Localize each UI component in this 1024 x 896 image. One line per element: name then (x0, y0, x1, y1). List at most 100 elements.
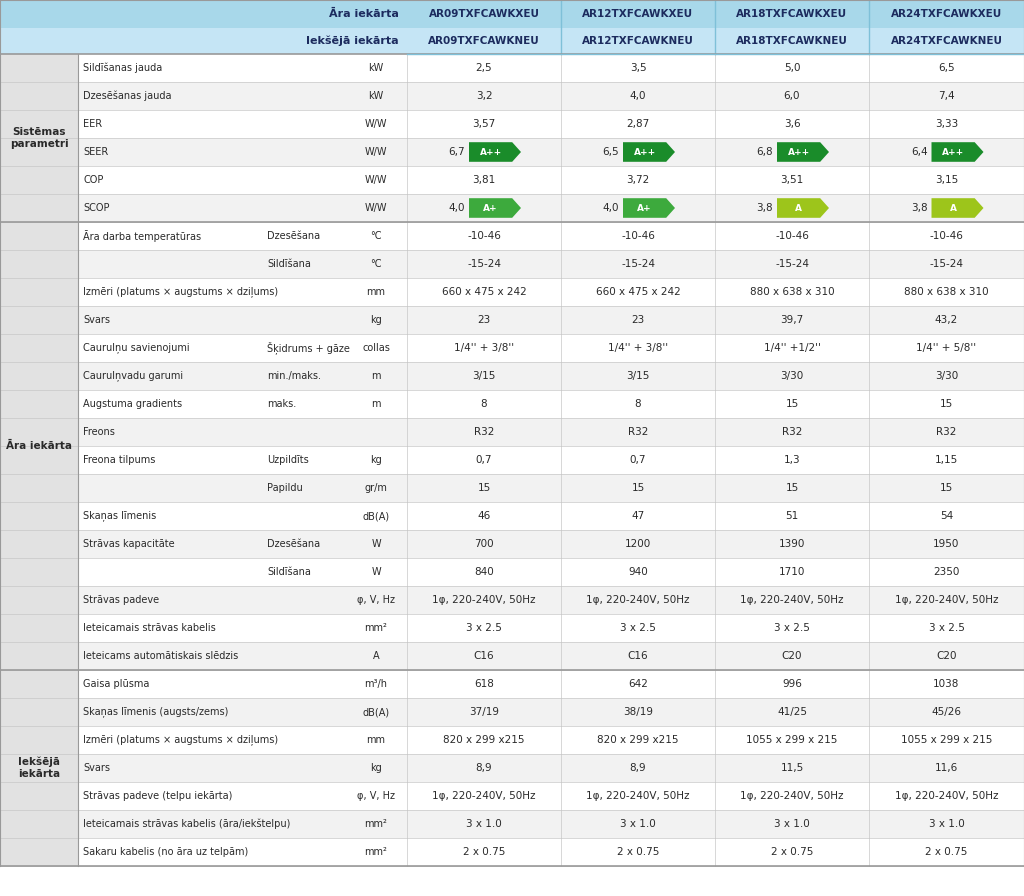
Text: Caurulņu savienojumi: Caurulņu savienojumi (83, 342, 189, 353)
Bar (0, 754, 78, 782)
Bar (78, 390, 1024, 418)
Text: 3 x 1.0: 3 x 1.0 (621, 819, 656, 829)
Text: Ieteicamais strāvas kabelis (āra/iekštelpu): Ieteicamais strāvas kabelis (āra/iekštel… (83, 819, 291, 830)
Text: Izmēri (platums × augstums × dziļums): Izmēri (platums × augstums × dziļums) (83, 287, 279, 297)
Text: 1φ, 220-240V, 50Hz: 1φ, 220-240V, 50Hz (740, 595, 844, 605)
Text: A+: A+ (483, 203, 498, 212)
Text: Izmēri (platums × augstums × dziļums): Izmēri (platums × augstums × dziļums) (83, 735, 279, 745)
Text: 2,5: 2,5 (476, 63, 493, 73)
Text: 2 x 0.75: 2 x 0.75 (771, 847, 813, 857)
Text: 1/4'' + 3/8'': 1/4'' + 3/8'' (454, 343, 514, 353)
Text: 642: 642 (628, 679, 648, 689)
Text: 660 x 475 x 242: 660 x 475 x 242 (441, 287, 526, 297)
Text: Caurulņvadu garumi: Caurulņvadu garumi (83, 371, 183, 382)
Text: maks.: maks. (267, 399, 296, 409)
Text: 38/19: 38/19 (623, 707, 653, 717)
Bar (78, 82, 1024, 110)
Bar (78, 166, 1024, 194)
Text: C16: C16 (474, 651, 495, 661)
Text: Svars: Svars (83, 315, 110, 325)
Bar (78, 782, 1024, 810)
Bar (0, 390, 78, 418)
Text: 1/4'' +1/2'': 1/4'' +1/2'' (764, 343, 820, 353)
Text: φ, V, Hz: φ, V, Hz (357, 791, 395, 801)
Bar (0, 138, 78, 166)
Text: Sildīšana: Sildīšana (267, 567, 311, 577)
Text: 3 x 1.0: 3 x 1.0 (466, 819, 502, 829)
Text: 1,15: 1,15 (935, 455, 958, 465)
Text: Iekšējā
iekārta: Iekšējā iekārta (18, 757, 60, 779)
Text: Sistēmas
parametri: Sistēmas parametri (9, 127, 69, 149)
Text: W/W: W/W (365, 175, 387, 185)
Text: 820 x 299 x215: 820 x 299 x215 (443, 735, 524, 745)
Text: R32: R32 (628, 427, 648, 437)
Text: 15: 15 (940, 483, 953, 493)
Bar (0, 222, 78, 250)
Text: Augstuma gradients: Augstuma gradients (83, 399, 182, 409)
Text: Sakaru kabelis (no āra uz telpām): Sakaru kabelis (no āra uz telpām) (83, 847, 248, 857)
Text: mm: mm (367, 735, 385, 745)
Text: Dzesēšana: Dzesēšana (267, 539, 321, 549)
Bar (78, 362, 1024, 390)
Bar (0, 586, 78, 614)
Text: Strāvas kapacitāte: Strāvas kapacitāte (83, 539, 175, 549)
Bar (78, 558, 1024, 586)
Bar (78, 642, 1024, 670)
Bar (0, 446, 78, 474)
Text: 3,33: 3,33 (935, 119, 958, 129)
Bar (0, 28, 1024, 54)
Text: mm: mm (367, 287, 385, 297)
Text: kg: kg (370, 455, 382, 465)
Text: 2 x 0.75: 2 x 0.75 (616, 847, 659, 857)
Bar (0, 670, 78, 866)
Bar (78, 838, 1024, 866)
Bar (0, 54, 78, 82)
Text: 54: 54 (940, 511, 953, 521)
Text: Ieteicams automātiskais slēdzis: Ieteicams automātiskais slēdzis (83, 651, 239, 661)
Text: 2 x 0.75: 2 x 0.75 (463, 847, 505, 857)
Text: C20: C20 (936, 651, 956, 661)
Bar (78, 334, 1024, 362)
Text: 46: 46 (477, 511, 490, 521)
Bar (78, 474, 1024, 502)
Bar (0, 726, 78, 754)
Text: 4,0: 4,0 (449, 203, 465, 213)
Text: 23: 23 (477, 315, 490, 325)
Text: AR12TXFCAWKXEU: AR12TXFCAWKXEU (583, 9, 693, 19)
Text: 8,9: 8,9 (630, 763, 646, 773)
Text: -10-46: -10-46 (930, 231, 964, 241)
Text: Papildu: Papildu (267, 483, 303, 493)
Polygon shape (623, 198, 675, 218)
Bar (78, 670, 1024, 698)
Text: W/W: W/W (365, 147, 387, 157)
Bar (78, 586, 1024, 614)
Text: 1950: 1950 (933, 539, 959, 549)
Text: °C: °C (371, 259, 382, 269)
Bar (78, 754, 1024, 782)
Bar (78, 278, 1024, 306)
Bar (0, 558, 78, 586)
Text: 3,5: 3,5 (630, 63, 646, 73)
Text: AR09TXFCAWKNEU: AR09TXFCAWKNEU (428, 36, 540, 46)
Text: 11,5: 11,5 (780, 763, 804, 773)
Text: AR18TXFCAWKXEU: AR18TXFCAWKXEU (736, 9, 848, 19)
Text: dB(A): dB(A) (362, 511, 389, 521)
Text: Strāvas padeve (telpu iekārta): Strāvas padeve (telpu iekārta) (83, 791, 232, 801)
Text: 15: 15 (940, 399, 953, 409)
Text: 1φ, 220-240V, 50Hz: 1φ, 220-240V, 50Hz (740, 791, 844, 801)
Bar (0, 306, 78, 334)
Text: 3 x 1.0: 3 x 1.0 (774, 819, 810, 829)
Bar (78, 726, 1024, 754)
Text: 1/4'' + 5/8'': 1/4'' + 5/8'' (916, 343, 977, 353)
Text: -15-24: -15-24 (930, 259, 964, 269)
Text: A++: A++ (634, 148, 655, 157)
Text: Skaņas līmenis (augsts/zems): Skaņas līmenis (augsts/zems) (83, 707, 228, 718)
Bar (78, 54, 1024, 82)
Text: SCOP: SCOP (83, 203, 110, 213)
Bar (0, 782, 78, 810)
Text: -10-46: -10-46 (775, 231, 809, 241)
Text: A++: A++ (787, 148, 810, 157)
Text: Gaisa plūsma: Gaisa plūsma (83, 679, 150, 689)
Text: 700: 700 (474, 539, 494, 549)
Bar (0, 670, 78, 698)
